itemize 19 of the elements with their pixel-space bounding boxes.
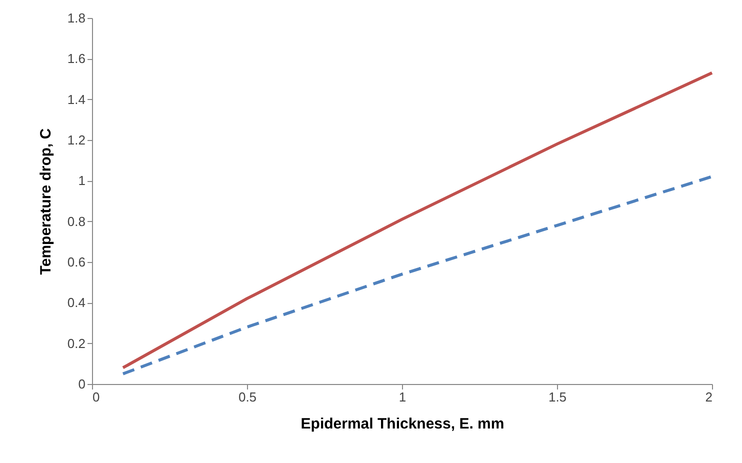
y-tick-label: 1.8 bbox=[67, 10, 86, 26]
y-tick-label: 1 bbox=[78, 173, 86, 188]
x-tick-label: 1.5 bbox=[548, 390, 567, 404]
x-tick-label: 2 bbox=[705, 390, 712, 404]
y-tick-label: 0.6 bbox=[67, 254, 86, 270]
y-tick-label: 1.2 bbox=[67, 132, 86, 148]
x-axis-title: Epidermal Thickness, E. mm bbox=[300, 416, 504, 432]
y-tick-label: 0.4 bbox=[67, 295, 86, 310]
line-series bbox=[122, 175, 714, 376]
y-tick-label: 0.8 bbox=[67, 214, 86, 229]
x-tick-label: 0 bbox=[92, 390, 100, 404]
line-series bbox=[122, 71, 714, 370]
y-axis-title: Temperature drop, C bbox=[37, 128, 54, 275]
x-tick-label: 1 bbox=[398, 390, 406, 404]
x-tick-label: 0.5 bbox=[238, 390, 257, 404]
y-tick-label: 0 bbox=[78, 376, 86, 392]
y-tick-label: 1.6 bbox=[67, 51, 86, 66]
y-tick-label: 0.2 bbox=[67, 336, 86, 351]
y-tick-label: 1.4 bbox=[67, 92, 86, 107]
